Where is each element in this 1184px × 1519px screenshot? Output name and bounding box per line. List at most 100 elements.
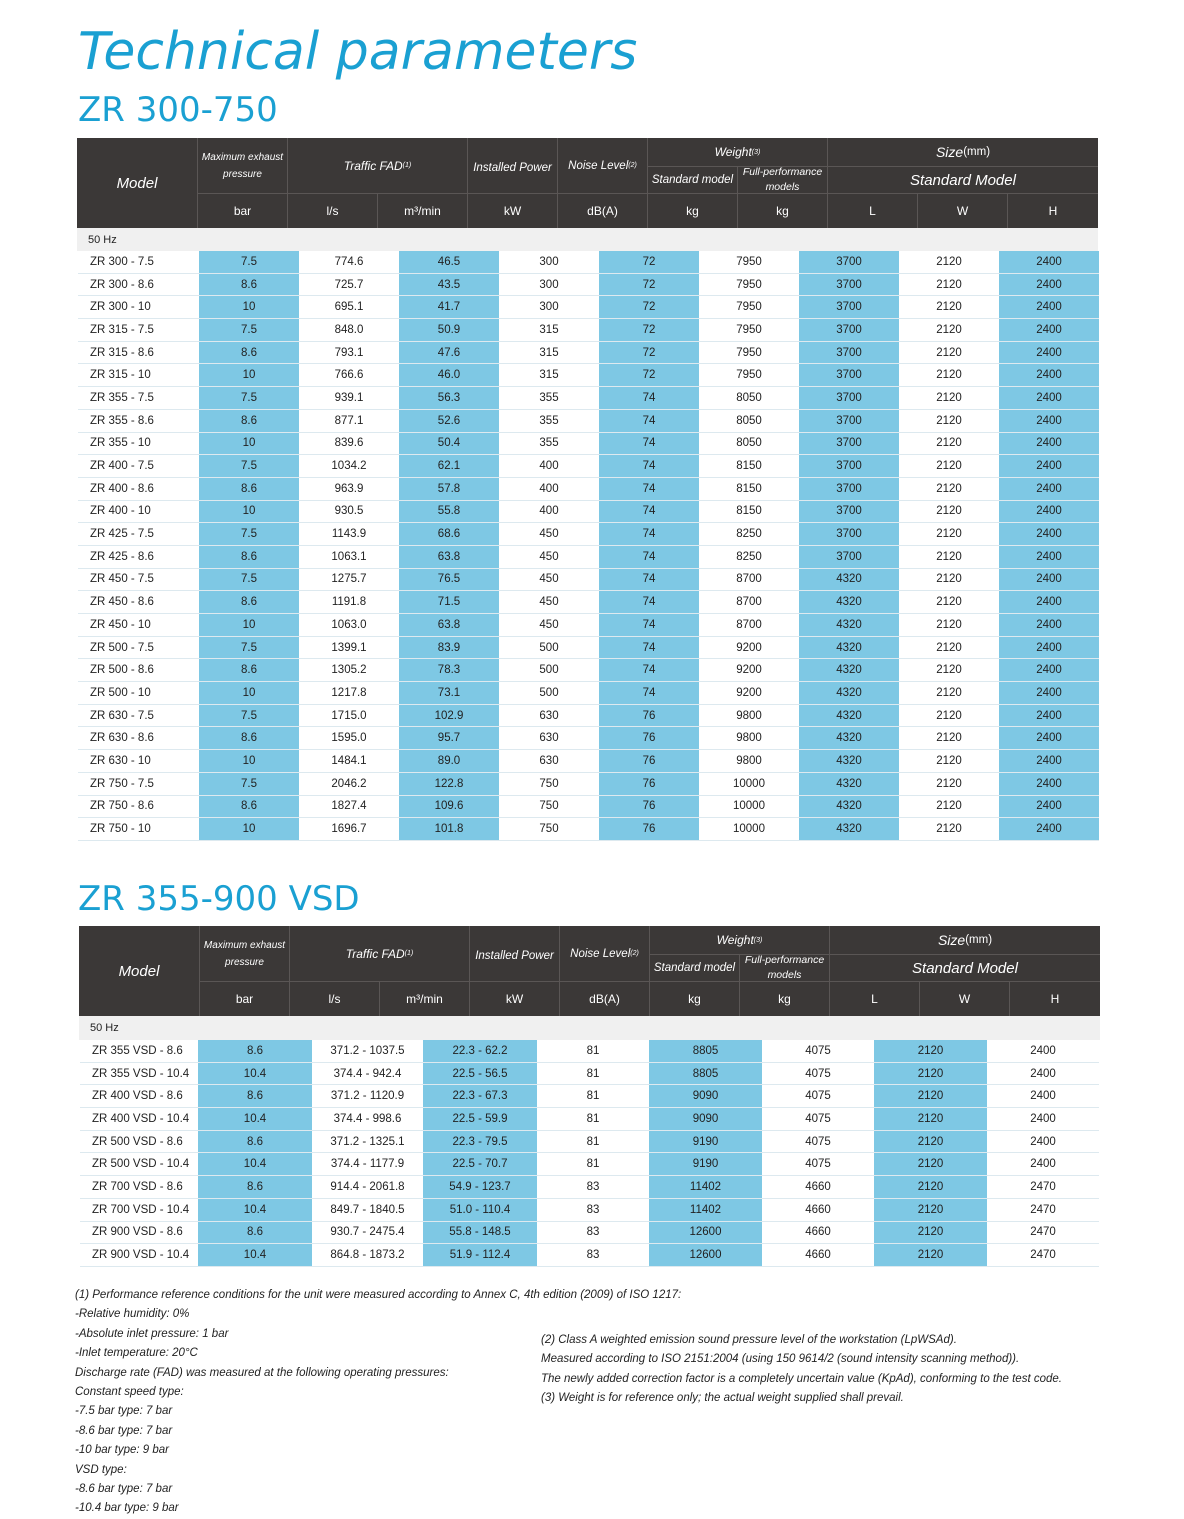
footnote-line: -8.6 bar type: 7 bar [75,1483,173,1496]
value-cell: 3700 [799,319,899,341]
value-cell: 2120 [874,1221,987,1244]
value-cell: 450 [539,573,559,586]
value-cell: 2120 [936,754,962,767]
table-row: ZR 500 - 7.5 7.5 1399.1 83.9 500 74 9200 4320 21… [78,636,1099,660]
value-cell: 43.5 [399,273,499,296]
value-cell: 1595.0 [331,732,367,745]
value-cell: 73.1 [399,682,499,704]
value-cell: 2400 [999,387,1099,409]
value-cell: 914.4 - 2061.8 [330,1180,405,1193]
table-row: ZR 355 - 8.6 8.6 877.1 52.6 355 74 8050 3700 212… [78,409,1099,433]
value-cell: 315 [539,346,559,359]
value-cell: 74 [599,432,699,455]
value-cell: 2120 [936,391,962,404]
value-cell: 71.5 [399,591,499,613]
weight-header: Weight (3) [647,138,827,166]
size-unit: (mm) [965,934,993,946]
table-row: ZR 450 - 7.5 7.5 1275.7 76.5 450 74 8700 4320 21… [78,568,1099,592]
value-cell: 2400 [999,523,1099,545]
value-cell: 8250 [736,528,762,541]
model-cell: ZR 630 - 7.5 [90,709,154,722]
value-cell: 2400 [1030,1044,1056,1057]
table-row: ZR 750 - 7.5 7.5 2046.2 122.8 750 76 10000 4320… [78,772,1099,796]
model-cell: ZR 750 - 7.5 [90,777,154,790]
unit-header: kg [649,981,739,1016]
value-cell: 10 [199,682,299,704]
footnote-line: -8.6 bar type: 7 bar [75,1424,173,1437]
value-cell: 2120 [936,278,962,291]
value-cell: 2120 [874,1153,987,1176]
value-cell: 4320 [799,727,899,750]
value-cell: 46.5 [399,251,499,273]
value-cell: 72 [599,319,699,341]
size-header: Size (mm) [827,138,1098,166]
value-cell: 2046.2 [331,777,367,790]
table-row: ZR 300 - 8.6 8.6 725.7 43.5 300 72 7950 3700 212… [78,273,1099,297]
value-cell: 2120 [936,550,962,563]
value-cell: 3700 [799,477,899,500]
value-cell: 3700 [799,545,899,568]
value-cell: 74 [599,523,699,545]
model-cell: ZR 300 - 7.5 [90,255,154,268]
table-row: ZR 630 - 10 10 1484.1 89.0 630 76 9800 4320 2120… [78,750,1099,773]
value-cell: 7.5 [199,523,299,545]
size-standard-header: Standard Model [827,166,1098,193]
value-cell: 10 [199,500,299,523]
footnotes-left: (1) Performance reference conditions for… [75,1286,681,1519]
table1-heading: ZR 300-750 [78,90,278,130]
value-cell: 8.6 [199,795,299,818]
value-cell: 2120 [936,482,962,495]
value-cell: 74 [599,477,699,500]
value-cell: 7.5 [199,251,299,273]
model-cell: ZR 315 - 8.6 [90,346,154,359]
weight-standard-header: Standard model [649,954,739,981]
value-cell: 374.4 - 998.6 [333,1112,402,1125]
table-row: ZR 630 - 7.5 7.5 1715.0 102.9 630 76 9800 4320 2… [78,704,1099,728]
noise-header: Noise Level (2) [559,926,649,981]
value-cell: 2400 [999,455,1099,477]
value-cell: 7950 [736,346,762,359]
value-cell: 695.1 [334,301,364,314]
table2-frequency: 50 Hz [79,1016,1100,1040]
value-cell: 109.6 [399,795,499,818]
value-cell: 8700 [736,596,762,609]
model-cell: ZR 750 - 10 [90,823,151,836]
value-cell: 57.8 [399,477,499,500]
value-cell: 11402 [649,1176,762,1198]
value-cell: 101.8 [399,818,499,840]
value-cell: 8150 [736,460,762,473]
value-cell: 2120 [936,505,962,518]
value-cell: 793.1 [334,346,364,359]
value-cell: 3700 [799,251,899,273]
value-cell: 83 [586,1249,600,1262]
value-cell: 300 [539,301,559,314]
value-cell: 10000 [733,777,765,790]
value-cell: 500 [539,641,559,654]
value-cell: 74 [599,500,699,523]
unit-header: dB(A) [559,981,649,1016]
value-cell: 750 [539,823,559,836]
model-cell: ZR 315 - 7.5 [90,323,154,336]
value-cell: 54.9 - 123.7 [423,1176,537,1198]
value-cell: 630 [539,754,559,767]
model-cell: ZR 500 - 10 [90,686,151,699]
value-cell: 4320 [799,682,899,704]
unit-header: dB(A) [557,193,647,228]
model-cell: ZR 425 - 8.6 [90,550,154,563]
value-cell: 2120 [936,618,962,631]
value-cell: 4075 [805,1135,831,1148]
value-cell: 122.8 [399,772,499,795]
table-row: ZR 750 - 8.6 8.6 1827.4 109.6 750 76 10000 4320… [78,795,1099,819]
value-cell: 3700 [799,500,899,523]
value-cell: 848.0 [334,323,364,336]
value-cell: 7.5 [199,319,299,341]
value-cell: 2120 [936,641,962,654]
value-cell: 2400 [1030,1158,1056,1171]
table-row: ZR 500 VSD - 10.4 10.4 374.4 - 1177.9 22.5 … [80,1153,1099,1177]
value-cell: 1063.1 [331,550,367,563]
model-header: Model [116,174,158,192]
value-cell: 83 [586,1226,600,1239]
unit-header: kg [647,193,737,228]
table-row: ZR 425 - 8.6 8.6 1063.1 63.8 450 74 8250 3700 21… [78,545,1099,569]
model-cell: ZR 630 - 8.6 [90,732,154,745]
